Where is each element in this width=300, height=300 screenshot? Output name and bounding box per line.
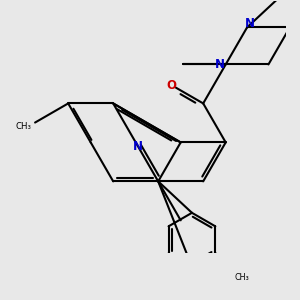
Text: N: N bbox=[215, 58, 225, 71]
Text: O: O bbox=[167, 79, 177, 92]
Text: N: N bbox=[245, 17, 255, 30]
Text: CH₃: CH₃ bbox=[16, 122, 32, 131]
Text: CH₃: CH₃ bbox=[235, 273, 249, 282]
Text: N: N bbox=[133, 140, 143, 153]
